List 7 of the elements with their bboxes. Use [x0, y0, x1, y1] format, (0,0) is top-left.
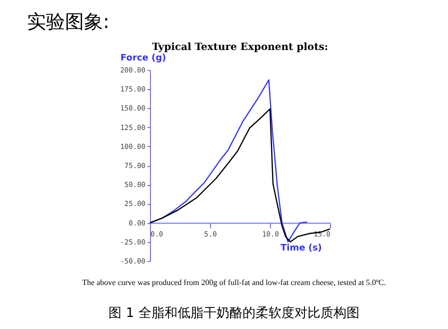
x-axis-title: Time (s) [280, 243, 322, 254]
caption: 图 1 全脂和低脂干奶酪的柔软度对比质构图 [108, 305, 360, 321]
line-series [149, 108, 331, 242]
chart-title: Typical Texture Exponent plots: [152, 42, 328, 53]
text: 实验图象: [27, 11, 110, 33]
y-axis-title: Force (g) [120, 54, 166, 64]
text: The above curve was produced from 200g of full-fat and low-fat cream cheese, tested at 5.0ºC. [82, 278, 386, 287]
